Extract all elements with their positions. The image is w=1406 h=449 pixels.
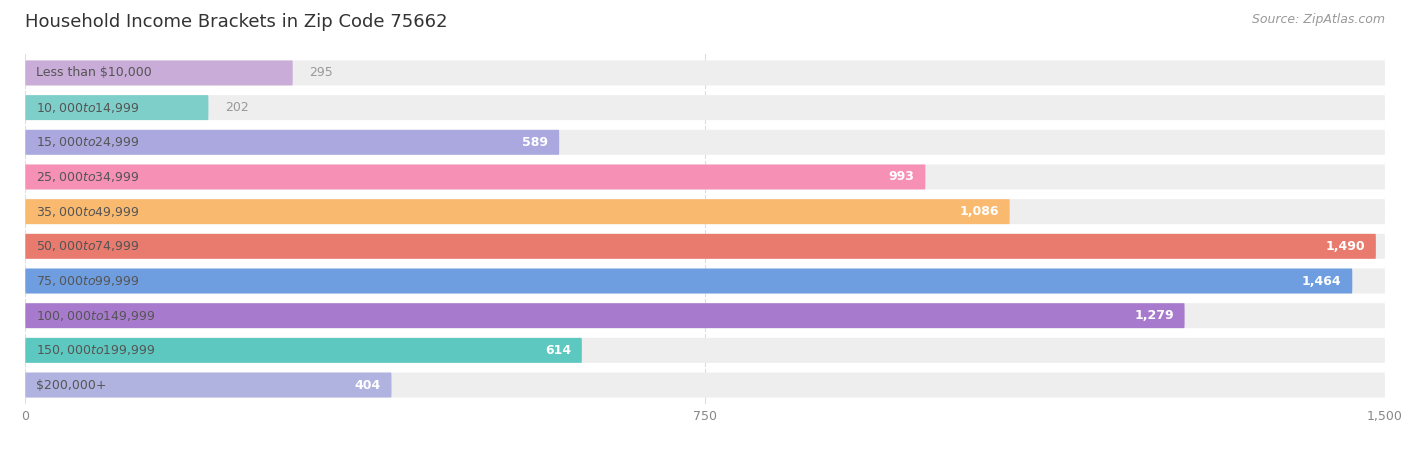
FancyBboxPatch shape bbox=[25, 303, 1185, 328]
Text: 589: 589 bbox=[522, 136, 548, 149]
Text: $75,000 to $99,999: $75,000 to $99,999 bbox=[37, 274, 139, 288]
Text: $25,000 to $34,999: $25,000 to $34,999 bbox=[37, 170, 139, 184]
FancyBboxPatch shape bbox=[25, 199, 1010, 224]
FancyBboxPatch shape bbox=[25, 269, 1385, 294]
FancyBboxPatch shape bbox=[25, 269, 1353, 294]
Text: 1,490: 1,490 bbox=[1326, 240, 1365, 253]
Text: Household Income Brackets in Zip Code 75662: Household Income Brackets in Zip Code 75… bbox=[25, 13, 447, 31]
Text: $15,000 to $24,999: $15,000 to $24,999 bbox=[37, 135, 139, 150]
FancyBboxPatch shape bbox=[25, 234, 1385, 259]
Text: 1,279: 1,279 bbox=[1135, 309, 1174, 322]
Text: 202: 202 bbox=[225, 101, 249, 114]
FancyBboxPatch shape bbox=[25, 234, 1376, 259]
FancyBboxPatch shape bbox=[25, 199, 1385, 224]
FancyBboxPatch shape bbox=[25, 303, 1385, 328]
FancyBboxPatch shape bbox=[25, 95, 208, 120]
FancyBboxPatch shape bbox=[25, 130, 1385, 155]
Text: Source: ZipAtlas.com: Source: ZipAtlas.com bbox=[1251, 13, 1385, 26]
Text: 404: 404 bbox=[354, 379, 381, 392]
Text: $150,000 to $199,999: $150,000 to $199,999 bbox=[37, 343, 156, 357]
Text: 993: 993 bbox=[889, 171, 914, 184]
FancyBboxPatch shape bbox=[25, 373, 391, 397]
FancyBboxPatch shape bbox=[25, 61, 1385, 85]
FancyBboxPatch shape bbox=[25, 164, 925, 189]
Text: $200,000+: $200,000+ bbox=[37, 379, 107, 392]
FancyBboxPatch shape bbox=[25, 338, 1385, 363]
Text: $10,000 to $14,999: $10,000 to $14,999 bbox=[37, 101, 139, 114]
Text: 1,464: 1,464 bbox=[1302, 274, 1341, 287]
Text: Less than $10,000: Less than $10,000 bbox=[37, 66, 152, 79]
Text: 614: 614 bbox=[546, 344, 571, 357]
FancyBboxPatch shape bbox=[25, 164, 1385, 189]
Text: $50,000 to $74,999: $50,000 to $74,999 bbox=[37, 239, 139, 253]
Text: $35,000 to $49,999: $35,000 to $49,999 bbox=[37, 205, 139, 219]
Text: $100,000 to $149,999: $100,000 to $149,999 bbox=[37, 308, 156, 323]
Text: 1,086: 1,086 bbox=[959, 205, 998, 218]
FancyBboxPatch shape bbox=[25, 130, 560, 155]
FancyBboxPatch shape bbox=[25, 95, 1385, 120]
FancyBboxPatch shape bbox=[25, 61, 292, 85]
Text: 295: 295 bbox=[309, 66, 333, 79]
FancyBboxPatch shape bbox=[25, 338, 582, 363]
FancyBboxPatch shape bbox=[25, 373, 1385, 397]
